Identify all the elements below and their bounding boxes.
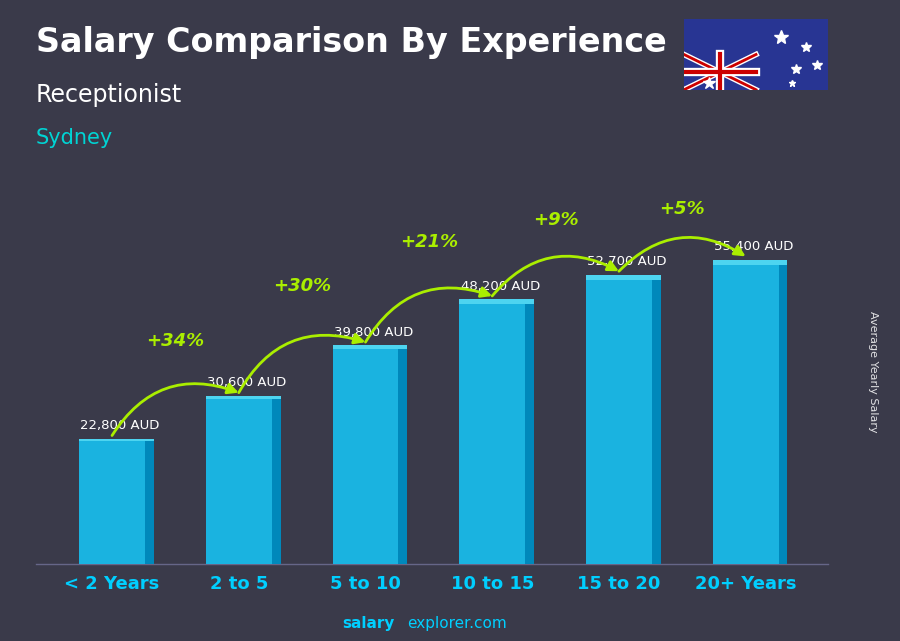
Text: 39,800 AUD: 39,800 AUD bbox=[334, 326, 413, 339]
Text: 30,600 AUD: 30,600 AUD bbox=[207, 376, 286, 389]
Bar bbox=[206, 396, 281, 399]
Text: +30%: +30% bbox=[273, 277, 331, 295]
Bar bbox=[332, 345, 408, 349]
Bar bbox=[713, 260, 778, 564]
Bar bbox=[459, 299, 525, 564]
Text: 52,700 AUD: 52,700 AUD bbox=[587, 255, 667, 268]
Bar bbox=[778, 260, 788, 564]
Text: 48,200 AUD: 48,200 AUD bbox=[461, 279, 540, 293]
Bar bbox=[399, 345, 408, 564]
Text: 55,400 AUD: 55,400 AUD bbox=[714, 240, 793, 253]
Text: Receptionist: Receptionist bbox=[36, 83, 182, 107]
Text: Sydney: Sydney bbox=[36, 128, 113, 148]
Bar bbox=[713, 260, 788, 265]
Bar bbox=[79, 439, 154, 441]
Text: +9%: +9% bbox=[533, 211, 579, 229]
Text: explorer.com: explorer.com bbox=[407, 617, 507, 631]
Bar bbox=[652, 274, 661, 564]
Text: Salary Comparison By Experience: Salary Comparison By Experience bbox=[36, 26, 667, 58]
Bar bbox=[586, 274, 661, 279]
Bar bbox=[272, 396, 281, 564]
Text: salary: salary bbox=[342, 617, 394, 631]
Bar bbox=[206, 396, 272, 564]
Text: 22,800 AUD: 22,800 AUD bbox=[80, 419, 159, 432]
Bar bbox=[332, 345, 399, 564]
Text: +21%: +21% bbox=[400, 233, 458, 251]
Bar bbox=[525, 299, 534, 564]
Text: +5%: +5% bbox=[660, 200, 705, 218]
Bar bbox=[459, 299, 534, 304]
Text: +34%: +34% bbox=[147, 332, 204, 350]
Bar bbox=[145, 439, 154, 564]
Text: Average Yearly Salary: Average Yearly Salary bbox=[868, 311, 878, 433]
Bar bbox=[586, 274, 652, 564]
Bar bbox=[79, 439, 145, 564]
